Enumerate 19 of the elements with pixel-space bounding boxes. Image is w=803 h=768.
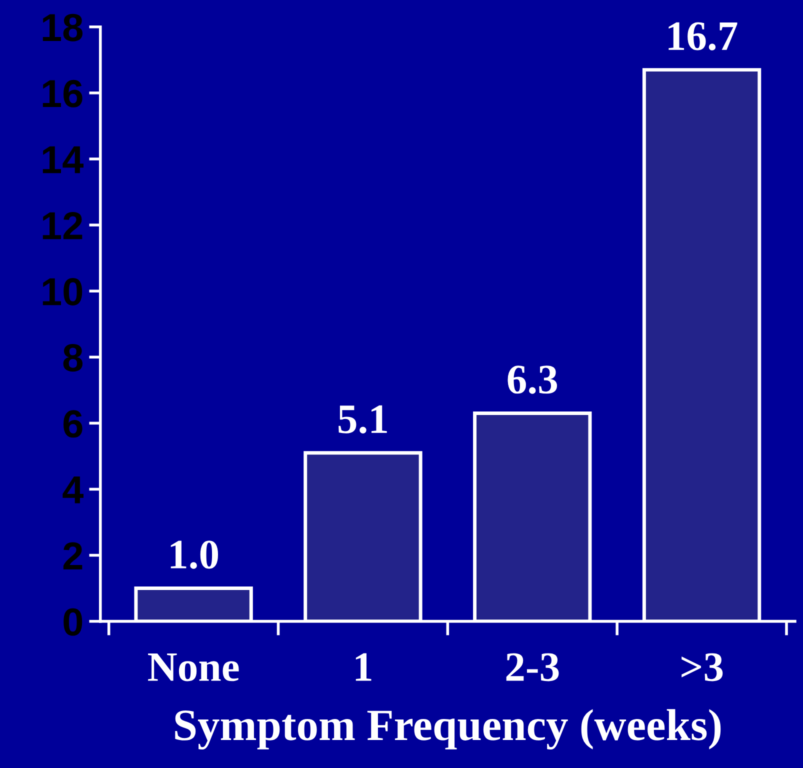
data-label: 6.3 (508, 366, 557, 394)
x-tick-label: >3 (682, 653, 723, 682)
y-tick-label: 8 (63, 344, 83, 372)
x-tick-label: None (148, 653, 239, 682)
y-tick-label: 12 (42, 212, 82, 240)
data-label: 1.0 (170, 540, 218, 569)
data-label: 16.7 (668, 22, 738, 50)
y-tick-label: 6 (64, 410, 82, 438)
y-tick-label: 16 (42, 80, 82, 108)
y-tick-label: 14 (42, 146, 84, 174)
y-tick-label: 0 (64, 608, 82, 636)
x-tick-label: 1 (356, 653, 372, 681)
x-axis-title: Symptom Frequency (weeks) (175, 709, 721, 750)
y-tick-label: 2 (63, 542, 82, 570)
y-tick-label: 18 (42, 14, 83, 42)
y-tick-label: 4 (62, 476, 84, 504)
data-label: 5.1 (338, 405, 387, 434)
x-tick-label: 2-3 (506, 653, 559, 682)
y-tick-label: 10 (42, 278, 82, 306)
